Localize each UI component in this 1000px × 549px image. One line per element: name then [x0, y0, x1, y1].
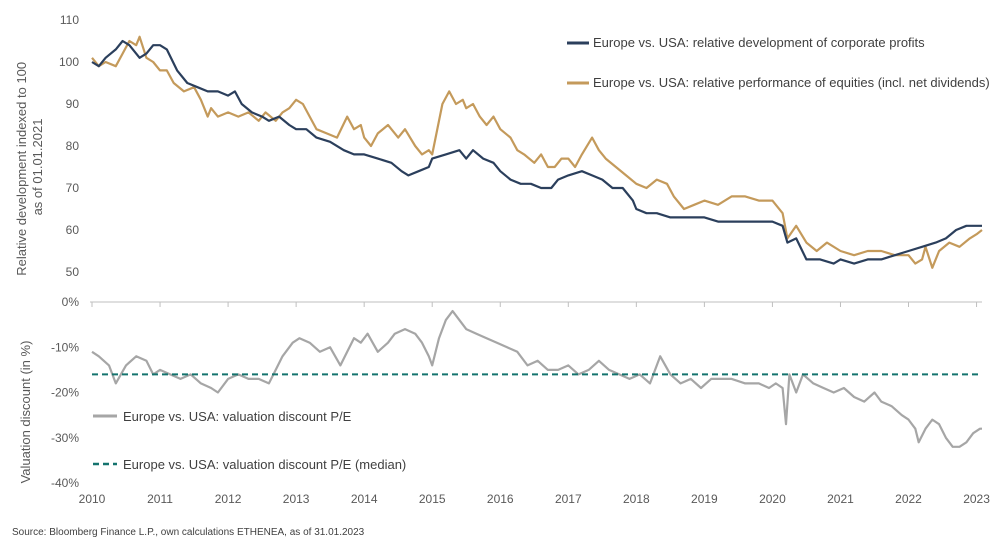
top-y-tick-labels: 50 60 70 80 90 100 110	[59, 13, 79, 279]
top-y-tick-60: 60	[66, 223, 80, 237]
x-tick-label-2012: 2012	[215, 492, 242, 506]
top-series-lines	[91, 35, 983, 269]
top-y-tick-70: 70	[66, 181, 80, 195]
top-y-tick-90: 90	[66, 97, 80, 111]
x-tick-label-2022: 2022	[895, 492, 922, 506]
source-note: Source: Bloomberg Finance L.P., own calc…	[12, 527, 365, 538]
x-tick-label-2016: 2016	[487, 492, 514, 506]
top-y-axis-title-line-1: Relative development indexed to 100	[14, 62, 29, 276]
bottom-legend: Europe vs. USA: valuation discount P/E E…	[93, 409, 406, 472]
top-y-tick-50: 50	[66, 265, 80, 279]
x-tick-label-2023: 2023	[963, 492, 990, 506]
valuation-discount-panel: -40%-30%-20%-10%0% 2010 2011 2012 2013 2014 2…	[18, 295, 990, 506]
x-tick-label-2019: 2019	[691, 492, 718, 506]
top-y-tick-110: 110	[60, 13, 79, 27]
top-equities-series-line-0	[91, 35, 983, 269]
top-y-axis-title: Relative development indexed to 100 as o…	[14, 58, 45, 276]
bottom-y-tick-4: 0%	[62, 295, 80, 309]
bottom-y-axis-title: Valuation discount (in %)	[18, 341, 33, 484]
x-tick-label-2018: 2018	[623, 492, 650, 506]
legend-label-equities: Europe vs. USA: relative performance of …	[593, 75, 990, 90]
legend-label-profits: Europe vs. USA: relative development of …	[593, 35, 925, 50]
bottom-y-tick-labels: -40% -30% -20% -10% 0%	[51, 295, 79, 490]
x-tick-marks	[91, 302, 978, 307]
top-y-tick-80: 80	[66, 139, 80, 153]
profits-equities-panel: 50 60 70 80 90 100 110 Relative development in…	[14, 13, 990, 279]
x-tick-label-2014: 2014	[351, 492, 378, 506]
top-y-tick-100: 100	[59, 55, 79, 69]
bottom-discount-series-line-0	[91, 310, 982, 448]
x-tick-label-2015: 2015	[419, 492, 446, 506]
x-tick-label-2021: 2021	[827, 492, 854, 506]
top-profits-series-line-0	[91, 39, 982, 265]
bottom-series-lines	[91, 310, 982, 448]
x-tick-label-2020: 2020	[759, 492, 786, 506]
legend-label-median: Europe vs. USA: valuation discount P/E (…	[123, 457, 406, 472]
legend-label-discount: Europe vs. USA: valuation discount P/E	[123, 409, 352, 424]
x-tick-labels: 2010 2011 2012 2013 2014 2015 2016 2017 2018 2019…	[79, 492, 991, 506]
top-legend: Europe vs. USA: relative development of …	[567, 35, 990, 90]
x-tick-label-2010: 2010	[79, 492, 106, 506]
x-tick-label-2013: 2013	[283, 492, 310, 506]
top-y-axis-title-line-2: as of 01.01.2021	[30, 119, 45, 216]
x-tick-label-2011: 2011	[147, 492, 173, 506]
bottom-y-tick-0: -40%	[51, 476, 79, 490]
bottom-y-tick-3: -10%	[51, 340, 79, 354]
bottom-y-tick-1: -30%	[51, 431, 79, 445]
x-tick-label-2017: 2017	[555, 492, 582, 506]
bottom-y-tick-2: -20%	[51, 386, 79, 400]
